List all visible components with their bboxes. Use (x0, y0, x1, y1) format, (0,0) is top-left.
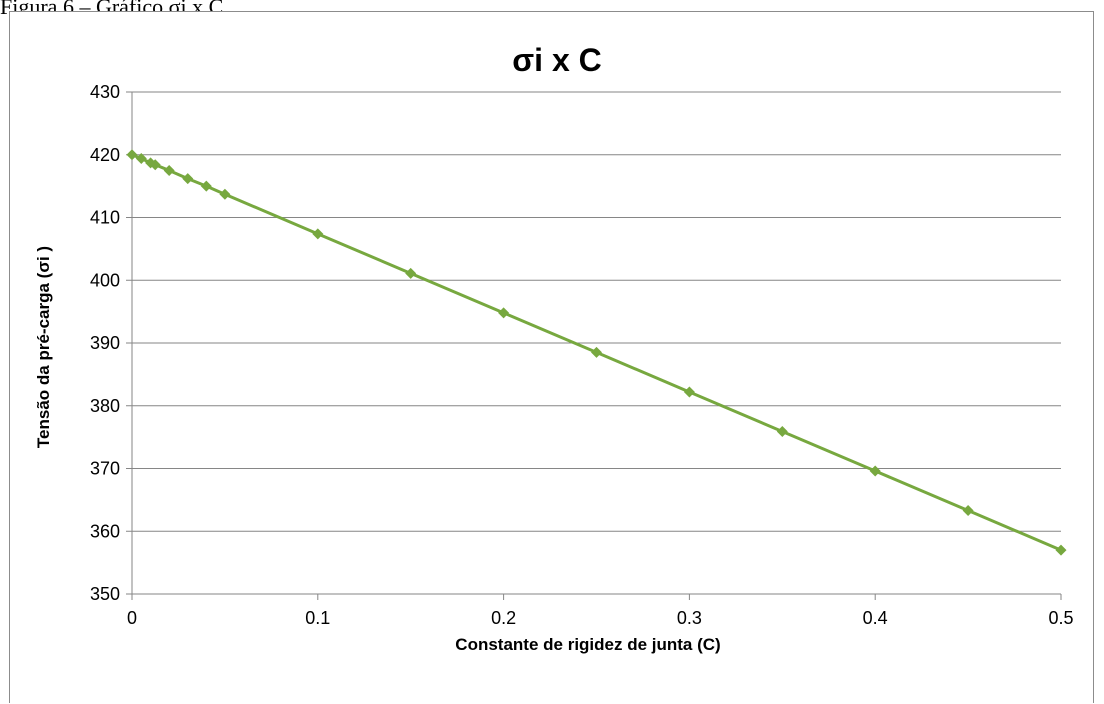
gridlines (132, 91, 1061, 532)
data-point-marker (498, 307, 510, 319)
y-tick-label: 370 (90, 459, 120, 479)
data-point-marker (869, 465, 881, 477)
chart-frame: σi x C 350 360 370 380 390 400 410 420 430 0 0.1 0.… (9, 11, 1094, 703)
x-tick-label: 0.5 (1048, 608, 1073, 628)
x-tick-label: 0.4 (863, 608, 888, 628)
y-tick-label: 350 (90, 584, 120, 604)
data-point-marker (312, 228, 324, 240)
data-point-marker (683, 386, 695, 398)
data-point-marker (219, 188, 231, 200)
y-axis-label: Tensão da pré-carga (σi ) (34, 246, 53, 448)
data-point-marker (200, 180, 212, 192)
data-point-marker (182, 173, 194, 185)
x-axis-label: Constante de rigidez de junta (C) (455, 635, 720, 654)
tick-labels: 350 360 370 380 390 400 410 420 430 0 0.1 0.2 0.3 0.4… (90, 82, 1074, 628)
y-tick-label: 420 (90, 145, 120, 165)
axes (126, 91, 1062, 600)
data-point-marker (962, 505, 974, 517)
chart-svg: σi x C 350 360 370 380 390 400 410 420 430 0 0.1 0.… (34, 42, 1074, 654)
data-series (126, 149, 1067, 556)
data-point-marker (405, 267, 417, 279)
y-tick-label: 360 (90, 521, 120, 541)
x-tick-label: 0 (127, 608, 137, 628)
data-point-marker (1055, 544, 1067, 556)
chart-title: σi x C (512, 42, 601, 78)
x-tick-label: 0.3 (677, 608, 702, 628)
y-tick-label: 380 (90, 396, 120, 416)
x-tick-label: 0.2 (491, 608, 516, 628)
data-point-marker (591, 346, 602, 358)
data-point-marker (149, 159, 161, 171)
data-point-marker (135, 153, 147, 165)
x-tick-label: 0.1 (305, 608, 330, 628)
data-point-marker (163, 164, 175, 176)
y-tick-label: 410 (90, 208, 120, 228)
y-tick-label: 390 (90, 333, 120, 353)
y-tick-label: 430 (90, 82, 120, 102)
y-tick-label: 400 (90, 270, 120, 290)
data-point-marker (776, 425, 788, 437)
data-point-marker (126, 149, 138, 161)
